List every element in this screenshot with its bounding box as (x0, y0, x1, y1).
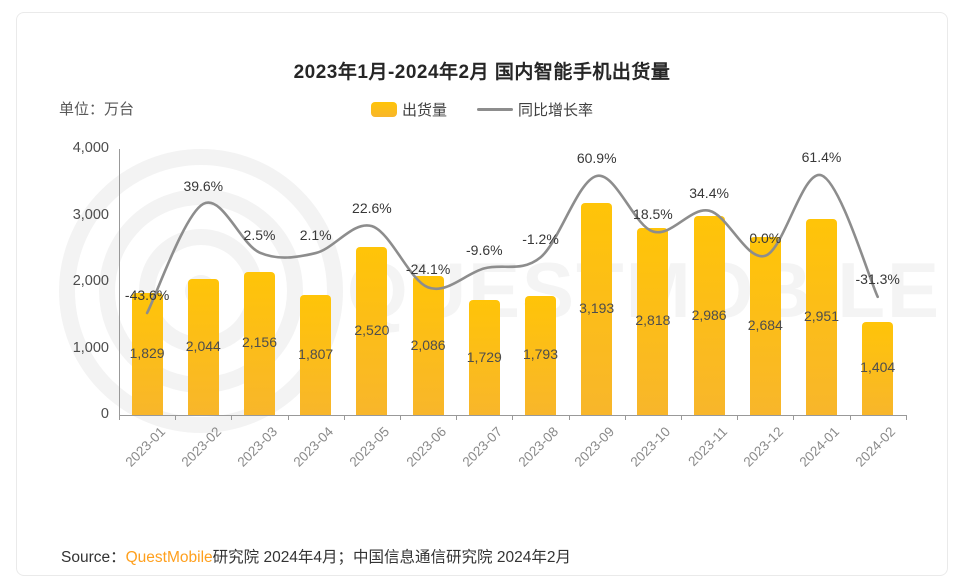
x-axis-label: 2023-03 (234, 424, 281, 470)
growth-rate-label: 61.4% (801, 149, 842, 166)
x-axis-tick (175, 415, 177, 420)
growth-rate-label: 2.1% (299, 227, 332, 244)
chart-title: 2023年1月-2024年2月 国内智能手机出货量 (293, 62, 671, 83)
x-axis-label: 2023-11 (684, 424, 730, 469)
report-card: 2023年1月-2024年2月 国内智能手机出货量 单位：万台 出货量 同比增长… (16, 12, 948, 576)
x-axis-tick (737, 415, 739, 420)
growth-rate-label: 39.6% (183, 177, 224, 194)
legend-line-label: 同比增长率 (518, 102, 594, 119)
y-axis-tick-label: 3,000 (72, 206, 109, 223)
growth-rate-label: 0.0% (749, 229, 782, 246)
bar-value-label: 2,086 (410, 336, 446, 353)
x-axis-tick (568, 415, 570, 420)
x-axis-label: 2024-01 (796, 424, 843, 470)
x-axis-label: 2023-04 (290, 424, 337, 470)
x-axis-tick (400, 415, 401, 420)
legend: 出货量 同比增长率 (17, 99, 947, 120)
x-axis-tick (849, 415, 851, 420)
x-axis-label: 2023-08 (515, 424, 562, 470)
bar (525, 295, 556, 415)
x-axis-tick (343, 415, 345, 420)
x-axis-tick (287, 415, 289, 420)
y-axis-tick-label: 0 (100, 406, 109, 422)
x-axis-tick (512, 415, 514, 420)
x-axis-tick (793, 415, 795, 420)
bar-value-label: 1,404 (860, 359, 896, 376)
x-axis-tick (905, 415, 907, 420)
bar-value-label: 1,729 (466, 348, 502, 365)
legend-item-growth: 同比增长率 (477, 99, 593, 120)
x-axis-tick (624, 415, 626, 420)
bar (300, 294, 332, 415)
growth-rate-label: -31.3% (855, 270, 900, 287)
bar-value-label: 2,156 (241, 334, 278, 351)
y-axis-tick-label: 2,000 (72, 273, 109, 289)
x-axis-label: 2023-12 (740, 424, 786, 470)
growth-rate-label: 34.4% (689, 184, 729, 201)
source-line: Source：QuestMobile研究院 2024年4月；中国信息通信研究院 … (61, 545, 571, 567)
growth-rate-label: 18.5% (633, 205, 673, 222)
x-axis-tick (681, 415, 682, 420)
x-axis-label: 2023-01 (122, 424, 168, 470)
x-axis-label: 2023-06 (403, 424, 449, 470)
bar-value-label: 2,951 (803, 307, 840, 324)
bar-value-label: 1,829 (129, 345, 165, 362)
bar-value-label: 2,684 (747, 316, 783, 333)
source-suffix: 研究院 2024年4月；中国信息通信研究院 2024年2月 (212, 549, 571, 566)
unit-label: 单位：万台 (59, 101, 135, 118)
x-axis-tick (456, 415, 458, 420)
x-axis-tick (119, 415, 120, 420)
y-axis-tick-label: 4,000 (72, 140, 109, 156)
x-axis-label: 2023-07 (459, 424, 505, 470)
growth-rate-label: 60.9% (576, 149, 617, 166)
x-axis-tick (231, 415, 233, 420)
growth-rate-label: 22.6% (352, 200, 392, 217)
y-axis-tick-label: 1,000 (72, 339, 109, 356)
growth-rate-label: -43.6% (124, 286, 170, 303)
growth-rate-label: -1.2% (522, 231, 559, 248)
bar (862, 321, 894, 415)
bar (468, 300, 500, 415)
legend-bar-swatch-icon (370, 102, 397, 117)
source-prefix: Source： (61, 549, 126, 566)
y-axis-line (119, 149, 121, 415)
source-brand: QuestMobile (125, 549, 213, 566)
x-axis-label: 2024-02 (852, 424, 899, 470)
legend-item-shipments: 出货量 (370, 99, 447, 120)
x-axis-label: 2023-09 (571, 424, 618, 470)
growth-rate-label: -24.1% (405, 261, 451, 278)
bar-value-label: 2,044 (185, 338, 221, 355)
bar-value-label: 2,818 (635, 312, 671, 329)
x-axis-label: 2023-05 (346, 424, 393, 470)
bar-value-label: 2,520 (354, 322, 390, 339)
x-axis-label: 2023-10 (627, 424, 674, 470)
legend-line-icon (477, 107, 513, 112)
legend-bar-label: 出货量 (401, 102, 447, 119)
bar-value-label: 1,807 (298, 345, 334, 362)
bar-value-label: 1,793 (522, 346, 559, 363)
